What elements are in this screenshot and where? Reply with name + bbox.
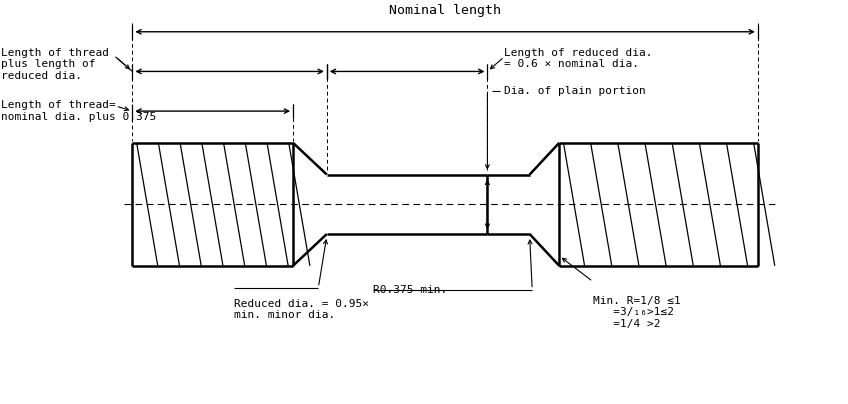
Text: R0.375 min.: R0.375 min.: [373, 284, 448, 295]
Text: Dia. of plain portion: Dia. of plain portion: [505, 86, 646, 96]
Text: Length of thread=
nominal dia. plus 0,375: Length of thread= nominal dia. plus 0,37…: [2, 100, 157, 122]
Text: Reduced dia. = 0.95×
min. minor dia.: Reduced dia. = 0.95× min. minor dia.: [234, 299, 369, 320]
Text: Length of reduced dia.
= 0.6 × nominal dia.: Length of reduced dia. = 0.6 × nominal d…: [505, 48, 653, 69]
Text: Length of thread
plus length of
reduced dia.: Length of thread plus length of reduced …: [2, 48, 109, 81]
Text: Min. R=1/8 ≤1
   =3/₁₆>1≤2
   =1/4 >2: Min. R=1/8 ≤1 =3/₁₆>1≤2 =1/4 >2: [593, 295, 681, 329]
Text: Nominal length: Nominal length: [389, 4, 501, 17]
